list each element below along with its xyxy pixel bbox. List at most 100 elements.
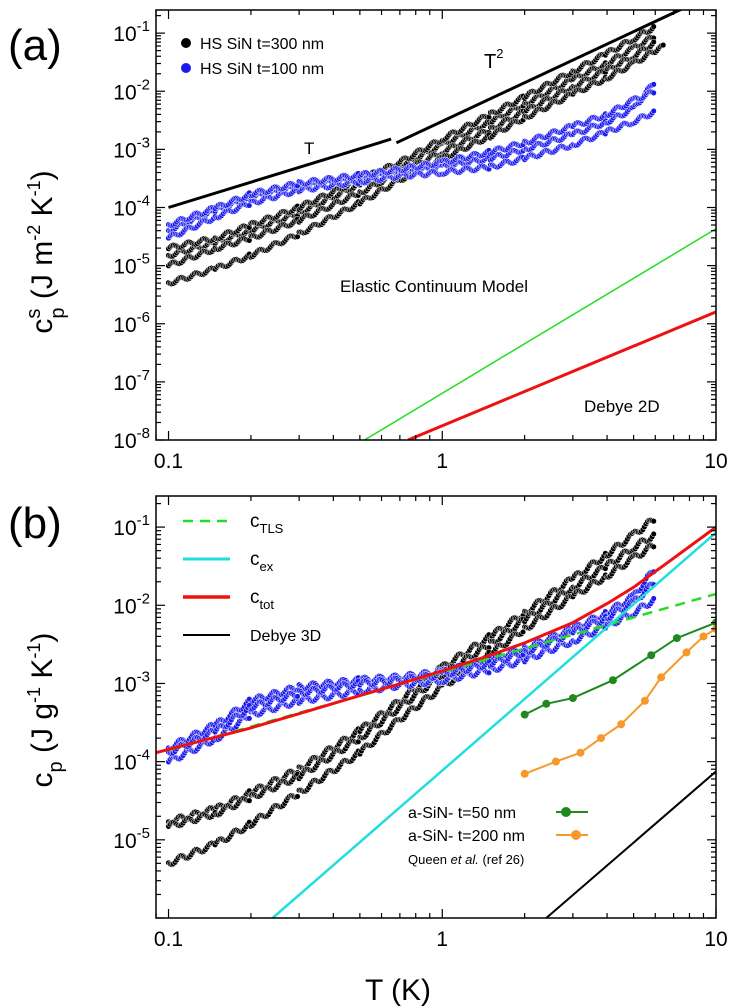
data-point	[650, 81, 657, 88]
y-tick-label: 10-3	[113, 134, 150, 162]
data-point	[650, 595, 657, 602]
marker-asin200	[699, 632, 708, 641]
x-tick-label: 10	[704, 928, 727, 951]
panel-b-xtick-labels: 0.1 1 10	[154, 928, 728, 951]
series-c_ex	[271, 531, 716, 918]
marker-asin200	[657, 673, 666, 682]
marker-asin200	[597, 734, 605, 743]
data-point	[519, 628, 527, 636]
y-tick-label: 10-4	[113, 193, 150, 221]
legend-label-hs100: HS SiN t=100 nm	[200, 61, 324, 78]
line-debye3d	[545, 770, 716, 918]
data-point	[650, 530, 657, 538]
data-point	[650, 89, 657, 96]
y-tick-label: 10-4	[113, 747, 150, 775]
x-tick-label: 0.1	[154, 928, 183, 951]
data-point	[650, 38, 657, 46]
y-tick-label: 10-2	[113, 76, 150, 104]
panel-b-plot-area	[156, 517, 716, 918]
marker-asin50	[672, 634, 681, 643]
panel-a-xtick-labels: 0.1 1 10	[154, 450, 728, 473]
panel-a-ylabel: cs p (J m-2 K-1)	[23, 170, 69, 333]
marker-asin50	[542, 699, 551, 708]
line-debye2d	[407, 310, 716, 440]
y-tick-label: 10-7	[113, 367, 150, 395]
legend-marker-hs300	[181, 38, 191, 48]
citation: Queen et al. (ref 26)	[408, 852, 524, 867]
panel-a-plot-area	[165, 10, 716, 440]
series-hs100_b	[165, 568, 657, 765]
panel-a: (a) cs p (J m-2 K-1) 10-1 10-2 10-3 10-4 10-5…	[8, 9, 728, 473]
marker-asin50	[647, 651, 656, 660]
annotation-T: T	[304, 139, 314, 158]
legend-label-c-ex: cex	[250, 549, 274, 574]
annotation-elastic-continuum: Elastic Continuum Model	[340, 277, 528, 296]
data-point	[294, 693, 301, 700]
series-asin50	[520, 618, 716, 719]
marker-asin50	[608, 676, 617, 685]
panel-b-ticks	[155, 496, 717, 919]
x-tick-label: 0.1	[154, 450, 183, 473]
y-tick-label: 10-2	[113, 590, 150, 618]
panel-b-ytick-labels: 10-1 10-2 10-3 10-4 10-5	[113, 512, 150, 853]
y-tick-label: 10-6	[113, 309, 150, 337]
x-tick-label: 1	[436, 450, 448, 473]
legend-marker-asin50	[561, 807, 571, 817]
marker-asin200	[682, 648, 691, 657]
line-c_tot	[156, 525, 716, 755]
data-point	[246, 715, 253, 722]
data-point	[650, 543, 657, 550]
legend-label-c-tls: cTLS	[250, 511, 284, 536]
line-asin200	[524, 627, 716, 775]
legend-marker-hs100	[181, 63, 191, 73]
legend-label-debye-3d: Debye 3D	[250, 628, 321, 645]
y-tick-label: 10-1	[113, 18, 150, 46]
marker-asin50	[568, 694, 577, 703]
series-debye3d	[545, 770, 716, 918]
series-hs300_b	[165, 517, 657, 868]
marker-asin200	[576, 748, 585, 757]
line-fit_T2	[395, 10, 683, 145]
panel-a-ytick-labels: 10-1 10-2 10-3 10-4 10-5 10-6 10-7 10-8	[113, 18, 150, 453]
data-point	[650, 518, 657, 525]
data-point	[485, 669, 492, 676]
legend-marker-asin200	[571, 830, 581, 840]
panel-b-xlabel: T (K)	[365, 974, 431, 1007]
series-elastic	[364, 228, 716, 440]
x-tick-label: 10	[704, 450, 727, 473]
panel-b-label: (b)	[8, 499, 62, 548]
marker-asin200	[520, 769, 529, 778]
series-asin200	[520, 624, 716, 778]
panel-b-frame	[155, 495, 717, 919]
y-tick-label: 10-8	[113, 425, 150, 453]
data-point	[294, 793, 301, 800]
y-tick-label: 10-3	[113, 668, 150, 696]
y-tick-label: 10-5	[113, 251, 150, 279]
y-tick-label: 10-1	[113, 512, 150, 540]
x-tick-label: 1	[436, 928, 448, 951]
series-fit_T	[168, 137, 392, 209]
series-hs100	[165, 81, 657, 242]
legend-label-hs300: HS SiN t=300 nm	[200, 36, 324, 53]
panel-b: (b) cp (J g-1 K-1) T (K) 10-110-210-310-…	[8, 495, 728, 1007]
data-point	[246, 797, 253, 804]
legend-label-asin50: a-SiN- t=50 nm	[408, 805, 516, 822]
marker-asin200	[551, 757, 560, 766]
series-c_tot	[156, 525, 716, 755]
series-debye2d	[407, 310, 716, 440]
series-fit_T2	[395, 10, 683, 145]
legend-label-c-tot: ctot	[250, 587, 274, 612]
data-point	[650, 107, 657, 115]
legend-label-asin200: a-SiN- t=200 nm	[408, 828, 525, 845]
annotation-T2: T2	[484, 46, 503, 73]
annotation-debye-2d: Debye 2D	[584, 397, 660, 416]
marker-asin200	[617, 720, 626, 729]
marker-asin50	[520, 710, 529, 719]
data-point	[660, 42, 667, 49]
y-tick-label: 10-5	[113, 825, 150, 853]
panel-a-frame	[155, 9, 717, 441]
panel-a-ticks	[155, 10, 717, 441]
panel-b-ylabel: cp (J g-1 K-1)	[24, 633, 67, 788]
panel-a-label: (a)	[8, 21, 62, 70]
